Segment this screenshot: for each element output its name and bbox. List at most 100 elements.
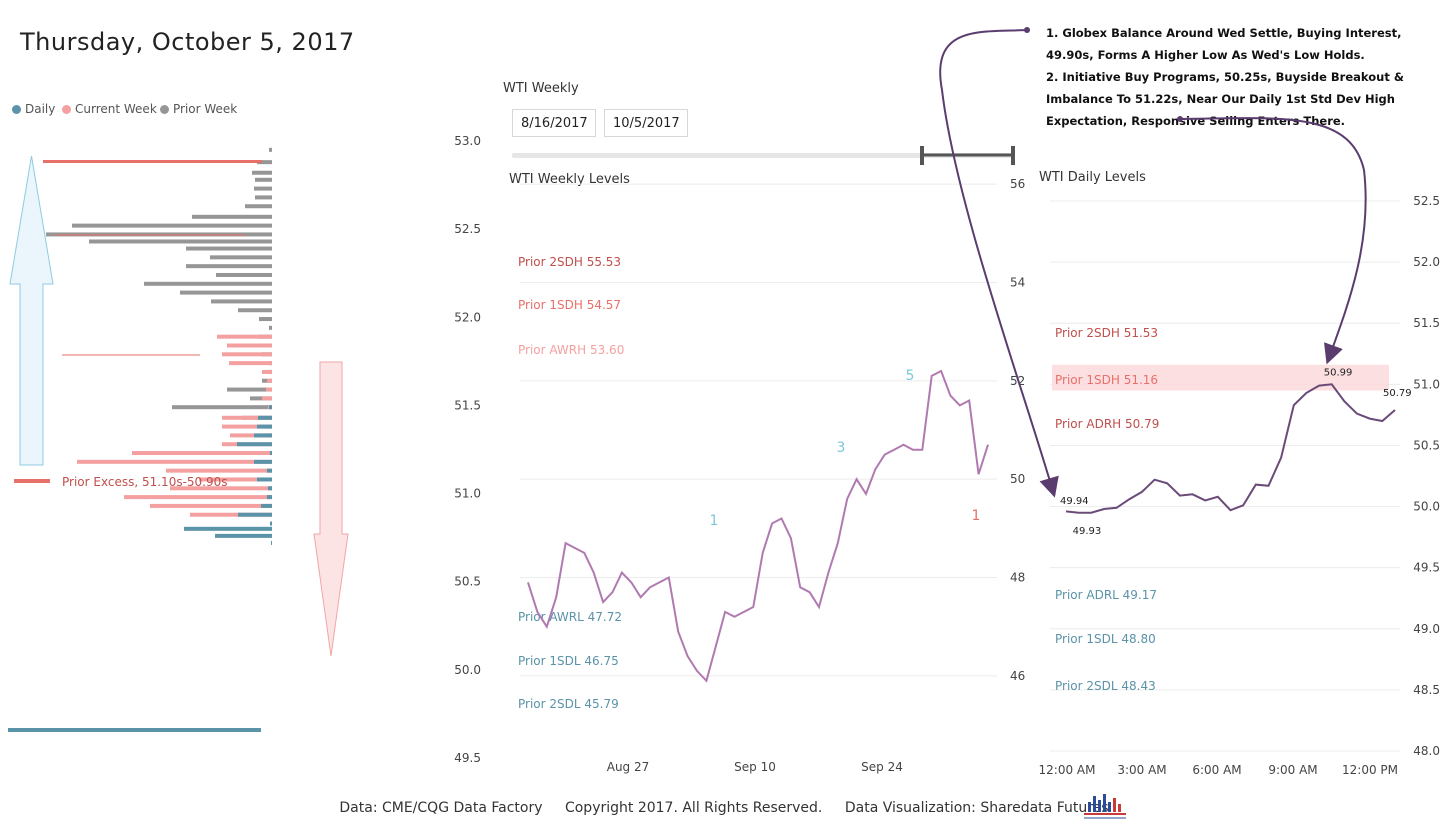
weekly-x-tick: Aug 27: [607, 760, 650, 774]
daily-level-label: Prior 1SDH 51.16: [1055, 373, 1158, 387]
profile-bar-daily: [267, 495, 272, 500]
daily-level-label: Prior ADRH 50.79: [1055, 417, 1159, 431]
profile-bar-daily: [271, 540, 272, 545]
daily-y-tick: 48.0: [1413, 744, 1440, 758]
weekly-level-label: Prior AWRH 53.60: [518, 343, 624, 357]
price-tick-label: 52.5: [454, 222, 481, 236]
sharedata-logo-icon: [1084, 794, 1126, 819]
date-range-slider[interactable]: [918, 146, 1014, 166]
volume-profile-chart: 49.5 50.0 50.5 51.0 51.5 52.0 52.5 53.0 Prior Ex…: [8, 134, 481, 765]
weekly-panel-title: WTI Weekly: [503, 81, 579, 96]
start-date-field[interactable]: 8/16/2017: [512, 109, 596, 137]
daily-x-tick: 3:00 AM: [1117, 763, 1166, 777]
profile-bar-prior-week: [186, 246, 272, 251]
profile-bar-current-week: [222, 352, 272, 357]
price-tick-label: 52.0: [454, 310, 481, 324]
profile-bar-daily: [184, 526, 272, 531]
wave-label: 1: [972, 508, 981, 524]
profile-bar-prior-week: [227, 387, 272, 392]
legend-daily: Daily: [12, 102, 55, 116]
daily-level-label: Prior 2SDL 48.43: [1055, 679, 1156, 693]
excess-annotation: Prior Excess, 51.10s-50.90s: [62, 475, 228, 489]
daily-y-tick: 49.5: [1413, 561, 1440, 575]
profile-bar-prior-week: [245, 204, 272, 209]
weekly-price-line: [527, 369, 989, 683]
profile-bar-current-week: [190, 512, 272, 517]
daily-y-tick: 51.0: [1413, 377, 1440, 391]
daily-x-tick: 6:00 AM: [1192, 763, 1241, 777]
profile-bar-current-week: [77, 459, 272, 464]
profile-bar-daily: [267, 468, 272, 473]
daily-x-tick: 9:00 AM: [1268, 763, 1317, 777]
profile-bar-prior-week: [269, 147, 272, 152]
weekly-level-label: Prior AWRL 47.72: [518, 610, 622, 624]
weekly-y-tick: 56: [1010, 177, 1025, 191]
profile-bar-prior-week: [255, 177, 272, 182]
daily-level-label: Prior 2SDH 51.53: [1055, 326, 1158, 340]
note-1-arrow: [939, 29, 1059, 498]
legend-daily-label: Daily: [25, 102, 56, 116]
price-tick-label: 50.5: [454, 575, 481, 589]
profile-bar-current-week: [170, 486, 272, 491]
daily-y-tick: 51.5: [1413, 316, 1440, 330]
note-1: 1. Globex Balance Around Wed Settle, Buy…: [1046, 26, 1402, 62]
daily-point-label: 50.99: [1324, 368, 1353, 379]
price-tick-label: 51.0: [454, 487, 481, 501]
profile-bar-prior-week: [255, 195, 272, 200]
profile-bar-daily: [238, 512, 272, 517]
profile-bar-current-week: [166, 468, 272, 473]
profile-bar-prior-week: [254, 186, 272, 191]
profile-bar-current-week: [227, 343, 272, 348]
profile-bar-prior-week: [180, 290, 272, 295]
page-title: Thursday, October 5, 2017: [20, 28, 355, 56]
profile-bar-prior-week: [186, 264, 272, 269]
profile-bar-current-week: [230, 433, 272, 438]
profile-bar-prior-week: [216, 272, 272, 277]
daily-x-tick: 12:00 PM: [1342, 763, 1398, 777]
profile-bar-current-week: [262, 369, 272, 374]
profile-bar-prior-week: [211, 299, 272, 304]
profile-bar-current-week: [262, 396, 272, 401]
profile-bar-prior-week: [46, 232, 272, 237]
daily-price-line: [1065, 383, 1396, 514]
daily-x-tick: 12:00 AM: [1039, 763, 1096, 777]
profile-bar-prior-week: [238, 308, 272, 313]
excess-legend-swatch: [14, 479, 50, 483]
down-arrow-icon: [313, 361, 349, 657]
profile-bar-daily: [254, 459, 272, 464]
profile-bar-daily: [257, 477, 272, 482]
profile-bar-prior-week: [144, 281, 272, 286]
weekly-level-label: Prior 1SDL 46.75: [518, 654, 619, 668]
price-tick-label: 51.5: [454, 398, 481, 412]
profile-bar-prior-week: [252, 170, 272, 175]
profile-bar-daily: [254, 433, 272, 438]
profile-bar-prior-week: [172, 405, 272, 410]
profile-bar-daily: [269, 405, 272, 410]
profile-bar-current-week: [222, 424, 272, 429]
profile-bar-current-week: [222, 415, 272, 420]
prior-low-marker: [8, 728, 261, 732]
legend-prior-week-swatch: [160, 104, 169, 114]
legend-current-week-label: Current Week: [75, 102, 157, 116]
end-date-field[interactable]: 10/5/2017: [604, 109, 688, 137]
footer-data-source: Data: CME/CQG Data Factory: [339, 800, 543, 816]
profile-bar-current-week: [132, 451, 272, 456]
decorations: [939, 27, 1367, 498]
profile-bar-daily: [257, 424, 272, 429]
profile-bar-daily: [270, 521, 272, 526]
price-tick-label: 50.0: [454, 663, 481, 677]
prior-high-marker: [43, 160, 262, 163]
profile-bar-prior-week: [259, 317, 272, 322]
weekly-y-tick: 54: [1010, 276, 1025, 290]
wave-label: 5: [906, 368, 915, 384]
weekly-x-tick: Sep 24: [861, 760, 903, 774]
profile-bar-current-week: [267, 378, 272, 383]
footer-copyright: Copyright 2017. All Rights Reserved.: [564, 800, 823, 816]
daily-level-label: Prior 1SDL 48.80: [1055, 632, 1156, 646]
legend-prior-week: Prior Week: [160, 102, 237, 116]
footer: Data: CME/CQG Data Factory Copyright 201…: [0, 800, 1448, 816]
wave-label: 1: [710, 513, 719, 529]
profile-bar-prior-week: [210, 255, 272, 260]
profile-bar-daily: [258, 415, 272, 420]
